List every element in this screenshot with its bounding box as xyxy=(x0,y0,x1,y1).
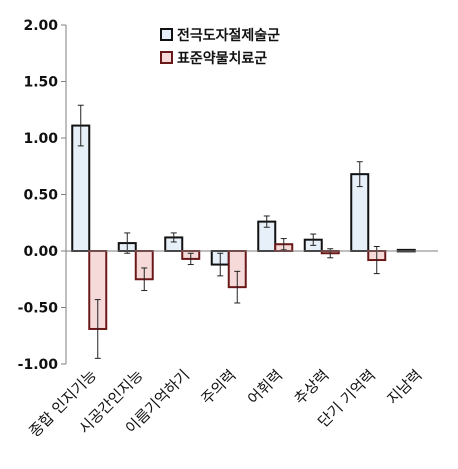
x-tick-label: 어휘력 xyxy=(244,366,286,408)
x-tick-label: 지남력 xyxy=(384,366,426,408)
legend-swatch xyxy=(160,51,173,64)
y-tick-label: 0.50 xyxy=(23,188,58,204)
y-tick-label: 0.00 xyxy=(23,244,58,260)
x-tick-label: 주의력 xyxy=(198,366,240,408)
bars xyxy=(71,124,416,330)
error-bars xyxy=(77,104,380,359)
y-tick-label: 1.50 xyxy=(23,75,58,91)
legend-swatch xyxy=(160,28,173,41)
y-tick-label: 2.00 xyxy=(23,18,58,34)
y-tick-label: 1.00 xyxy=(23,131,58,147)
y-tick-label: -0.50 xyxy=(18,301,59,317)
legend-label: 표준약물치료군 xyxy=(177,50,267,67)
x-tick-label: 추상력 xyxy=(291,366,333,408)
y-tick-label: -1.00 xyxy=(18,357,59,373)
legend-label: 전극도자절제술군 xyxy=(177,27,280,44)
y-axis: 2.00 1.50 1.00 0.50 0.00 -0.50 -1.00 xyxy=(18,18,67,373)
